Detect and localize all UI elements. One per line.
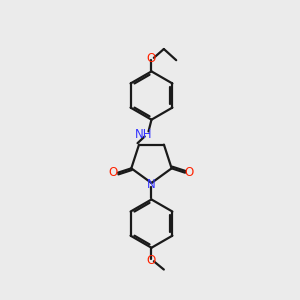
Text: O: O bbox=[147, 254, 156, 267]
Text: NH: NH bbox=[134, 128, 152, 142]
Text: O: O bbox=[185, 166, 194, 178]
Text: O: O bbox=[109, 166, 118, 178]
Text: N: N bbox=[147, 178, 156, 191]
Text: O: O bbox=[147, 52, 156, 65]
